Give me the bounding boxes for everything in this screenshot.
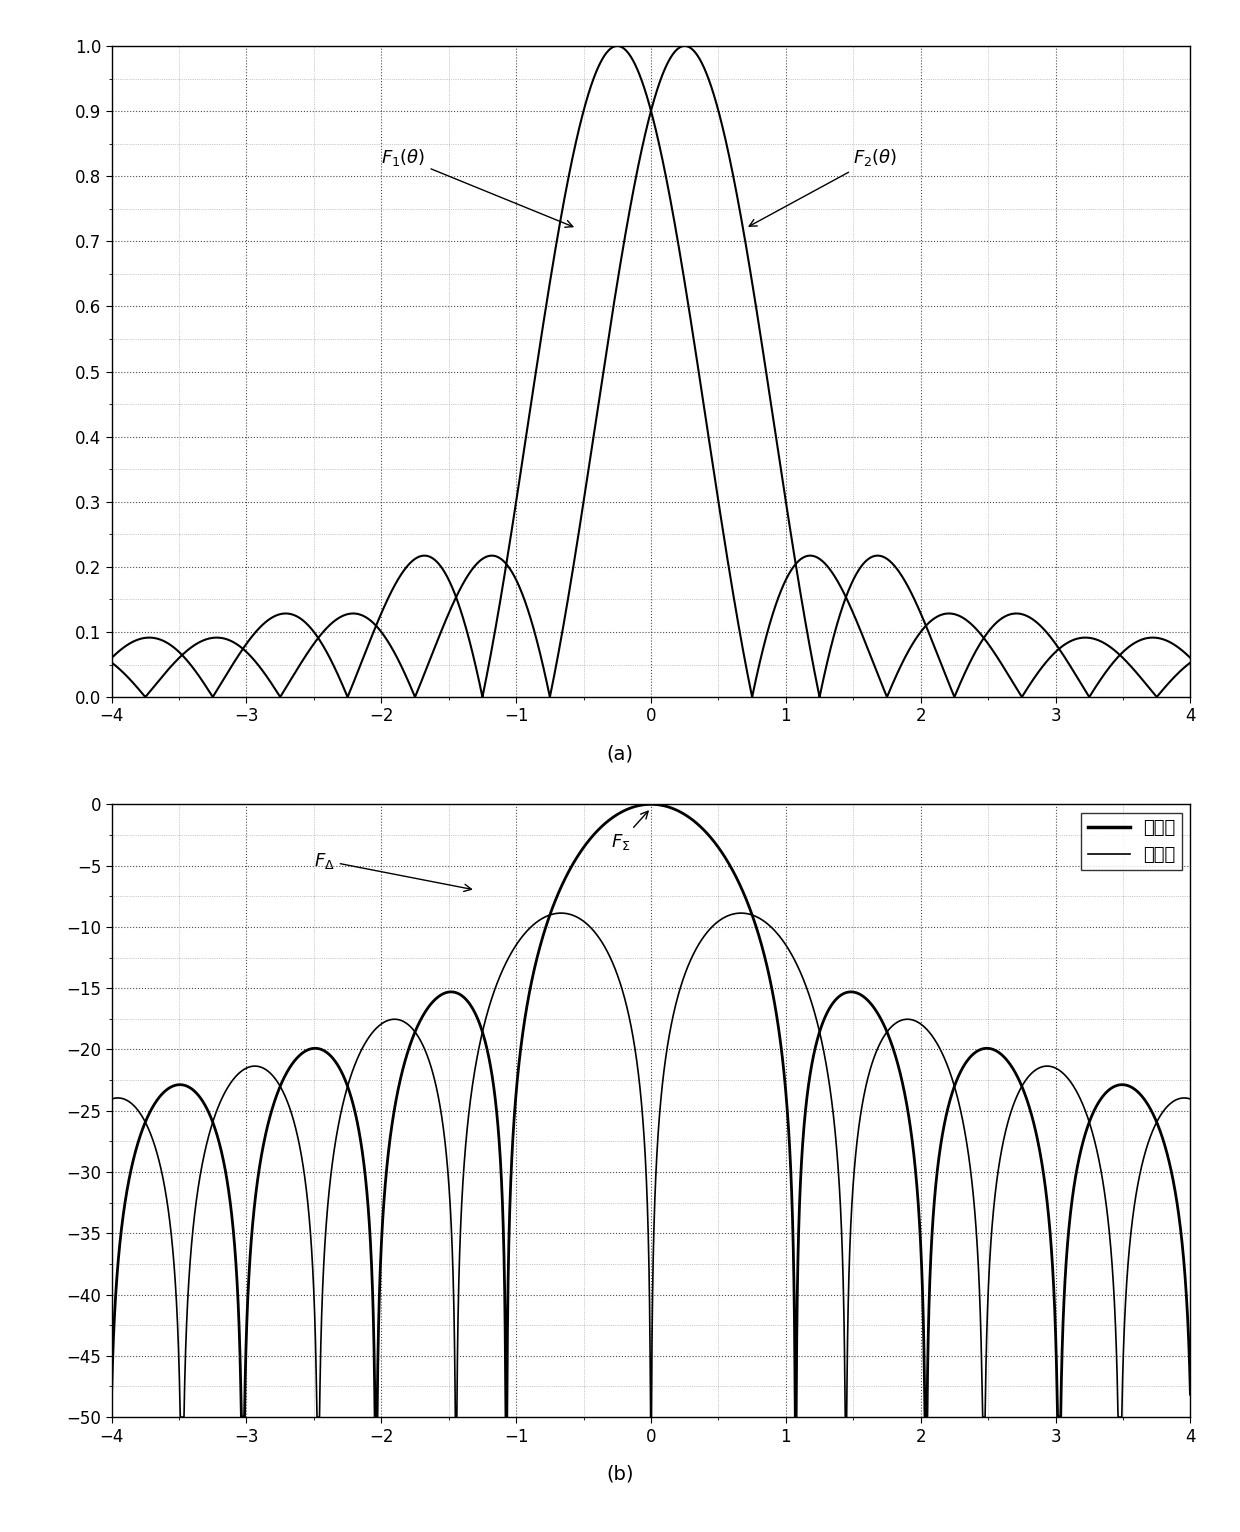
Text: $F_{\Delta}$: $F_{\Delta}$: [314, 850, 471, 892]
Legend: 和波束, 差波束: 和波束, 差波束: [1081, 812, 1182, 870]
Text: (a): (a): [606, 745, 634, 763]
Text: $F_2(\theta)$: $F_2(\theta)$: [749, 147, 898, 227]
Text: (b): (b): [606, 1465, 634, 1483]
Text: $F_1(\theta)$: $F_1(\theta)$: [382, 147, 573, 227]
Text: $F_{\Sigma}$: $F_{\Sigma}$: [610, 812, 649, 852]
